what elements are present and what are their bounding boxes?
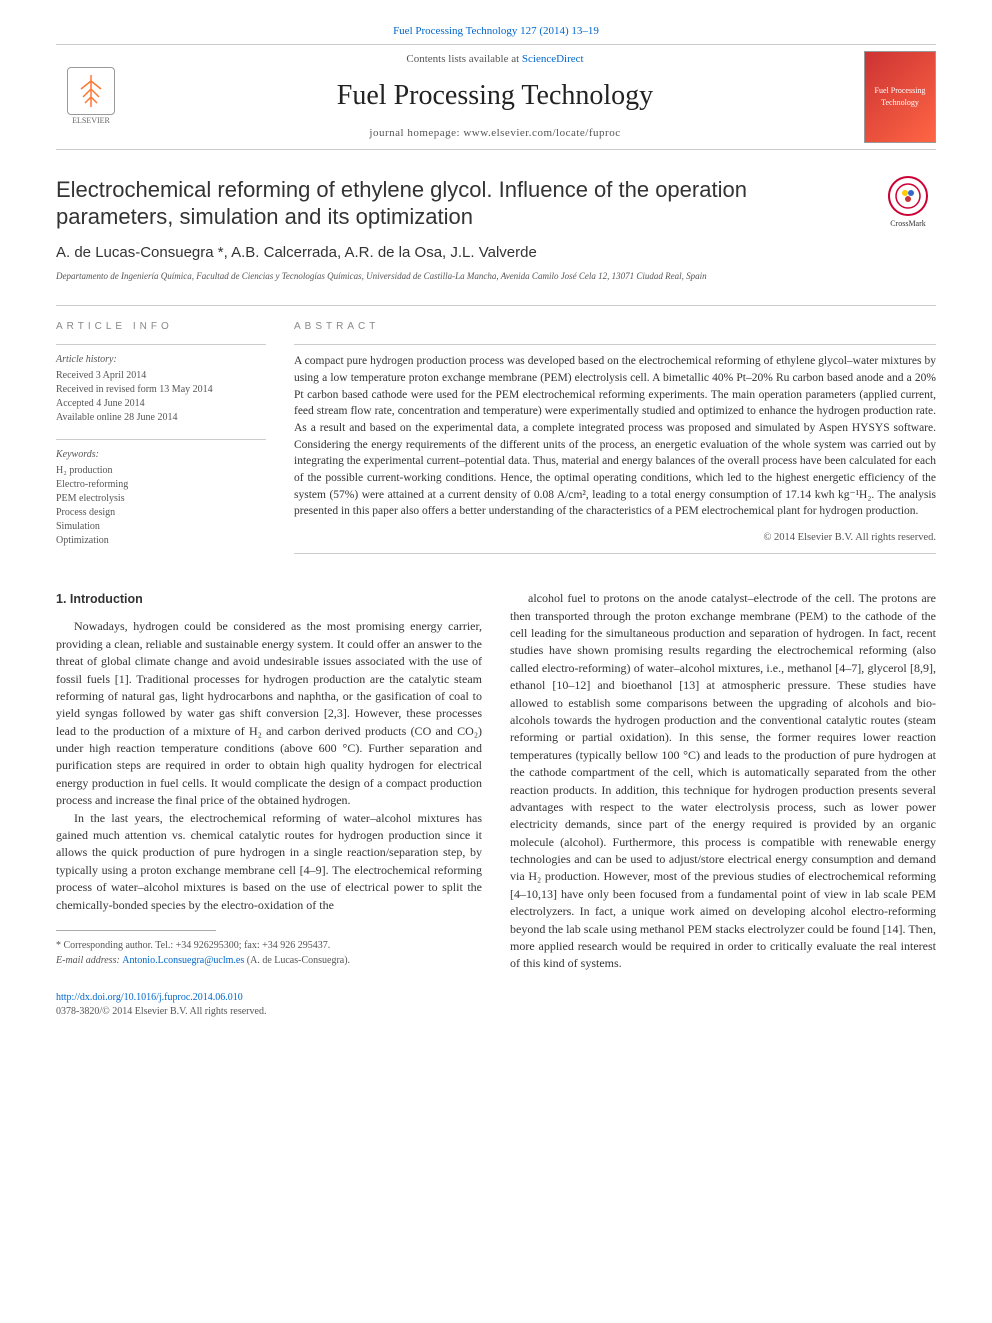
keyword: Simulation — [56, 520, 266, 534]
header-center: Contents lists available at ScienceDirec… — [126, 52, 864, 142]
introduction-heading: 1. Introduction — [56, 590, 482, 608]
article-info-column: ARTICLE INFO Article history: Received 3… — [56, 320, 266, 563]
keywords-block: Keywords: H₂ production Electro-reformin… — [56, 448, 266, 548]
intro-paragraph: In the last years, the electrochemical r… — [56, 810, 482, 914]
affiliation: Departamento de Ingeniería Química, Facu… — [56, 270, 936, 283]
authors-line: A. de Lucas-Consuegra *, A.B. Calcerrada… — [56, 242, 936, 264]
corr-email-link[interactable]: Antonio.Lconsuegra@uclm.es — [122, 955, 244, 966]
divider — [56, 344, 266, 345]
divider — [294, 553, 936, 554]
history-item: Available online 28 June 2014 — [56, 411, 266, 425]
corresponding-author-footnote: * Corresponding author. Tel.: +34 926295… — [56, 939, 482, 968]
journal-homepage-line: journal homepage: www.elsevier.com/locat… — [126, 126, 864, 142]
divider — [294, 344, 936, 345]
journal-cover-thumbnail[interactable]: Fuel Processing Technology — [864, 51, 936, 143]
body-two-columns: 1. Introduction Nowadays, hydrogen could… — [56, 590, 936, 973]
email-suffix: (A. de Lucas-Consuegra). — [244, 955, 350, 966]
history-item: Received 3 April 2014 — [56, 369, 266, 383]
abstract-column: ABSTRACT A compact pure hydrogen product… — [294, 320, 936, 563]
history-heading: Article history: — [56, 353, 266, 367]
keywords-heading: Keywords: — [56, 448, 266, 462]
history-item: Accepted 4 June 2014 — [56, 397, 266, 411]
keyword: Electro-reforming — [56, 478, 266, 492]
authors-text: A. de Lucas-Consuegra *, A.B. Calcerrada… — [56, 244, 537, 261]
body-column-left: 1. Introduction Nowadays, hydrogen could… — [56, 590, 482, 973]
article-history-block: Article history: Received 3 April 2014 R… — [56, 353, 266, 425]
abstract-text: A compact pure hydrogen production proce… — [294, 353, 936, 520]
keyword: Optimization — [56, 534, 266, 548]
article-footer: http://dx.doi.org/10.1016/j.fuproc.2014.… — [56, 991, 936, 1020]
elsevier-label: ELSEVIER — [72, 115, 110, 127]
elsevier-tree-icon — [67, 67, 115, 115]
corr-contact: * Corresponding author. Tel.: +34 926295… — [56, 939, 482, 954]
keyword: H₂ production — [56, 464, 266, 478]
abstract-copyright: © 2014 Elsevier B.V. All rights reserved… — [294, 530, 936, 545]
issn-copyright-line: 0378-3820/© 2014 Elsevier B.V. All right… — [56, 1005, 936, 1020]
intro-paragraph: Nowadays, hydrogen could be considered a… — [56, 618, 482, 809]
keyword: PEM electrolysis — [56, 492, 266, 506]
journal-volume-link[interactable]: Fuel Processing Technology 127 (2014) 13… — [56, 24, 936, 40]
crossmark-badge[interactable]: CrossMark — [880, 176, 936, 232]
history-item: Received in revised form 13 May 2014 — [56, 383, 266, 397]
contents-prefix: Contents lists available at — [406, 53, 521, 65]
crossmark-icon — [888, 176, 928, 216]
homepage-prefix: journal homepage: — [369, 127, 463, 139]
elsevier-logo[interactable]: ELSEVIER — [56, 58, 126, 136]
sciencedirect-link[interactable]: ScienceDirect — [522, 53, 584, 65]
divider — [56, 439, 266, 440]
body-column-right: alcohol fuel to protons on the anode cat… — [510, 590, 936, 973]
footnote-divider — [56, 930, 216, 931]
intro-paragraph: alcohol fuel to protons on the anode cat… — [510, 590, 936, 973]
article-info-label: ARTICLE INFO — [56, 320, 266, 335]
crossmark-label: CrossMark — [880, 218, 936, 230]
journal-name: Fuel Processing Technology — [126, 76, 864, 117]
doi-link[interactable]: http://dx.doi.org/10.1016/j.fuproc.2014.… — [56, 992, 243, 1003]
contents-available-line: Contents lists available at ScienceDirec… — [126, 52, 864, 68]
keyword: Process design — [56, 506, 266, 520]
homepage-url[interactable]: www.elsevier.com/locate/fuproc — [463, 127, 620, 139]
abstract-label: ABSTRACT — [294, 320, 936, 335]
email-label: E-mail address: — [56, 955, 122, 966]
article-title: Electrochemical reforming of ethylene gl… — [56, 176, 864, 231]
publisher-header: ELSEVIER Contents lists available at Sci… — [56, 44, 936, 150]
